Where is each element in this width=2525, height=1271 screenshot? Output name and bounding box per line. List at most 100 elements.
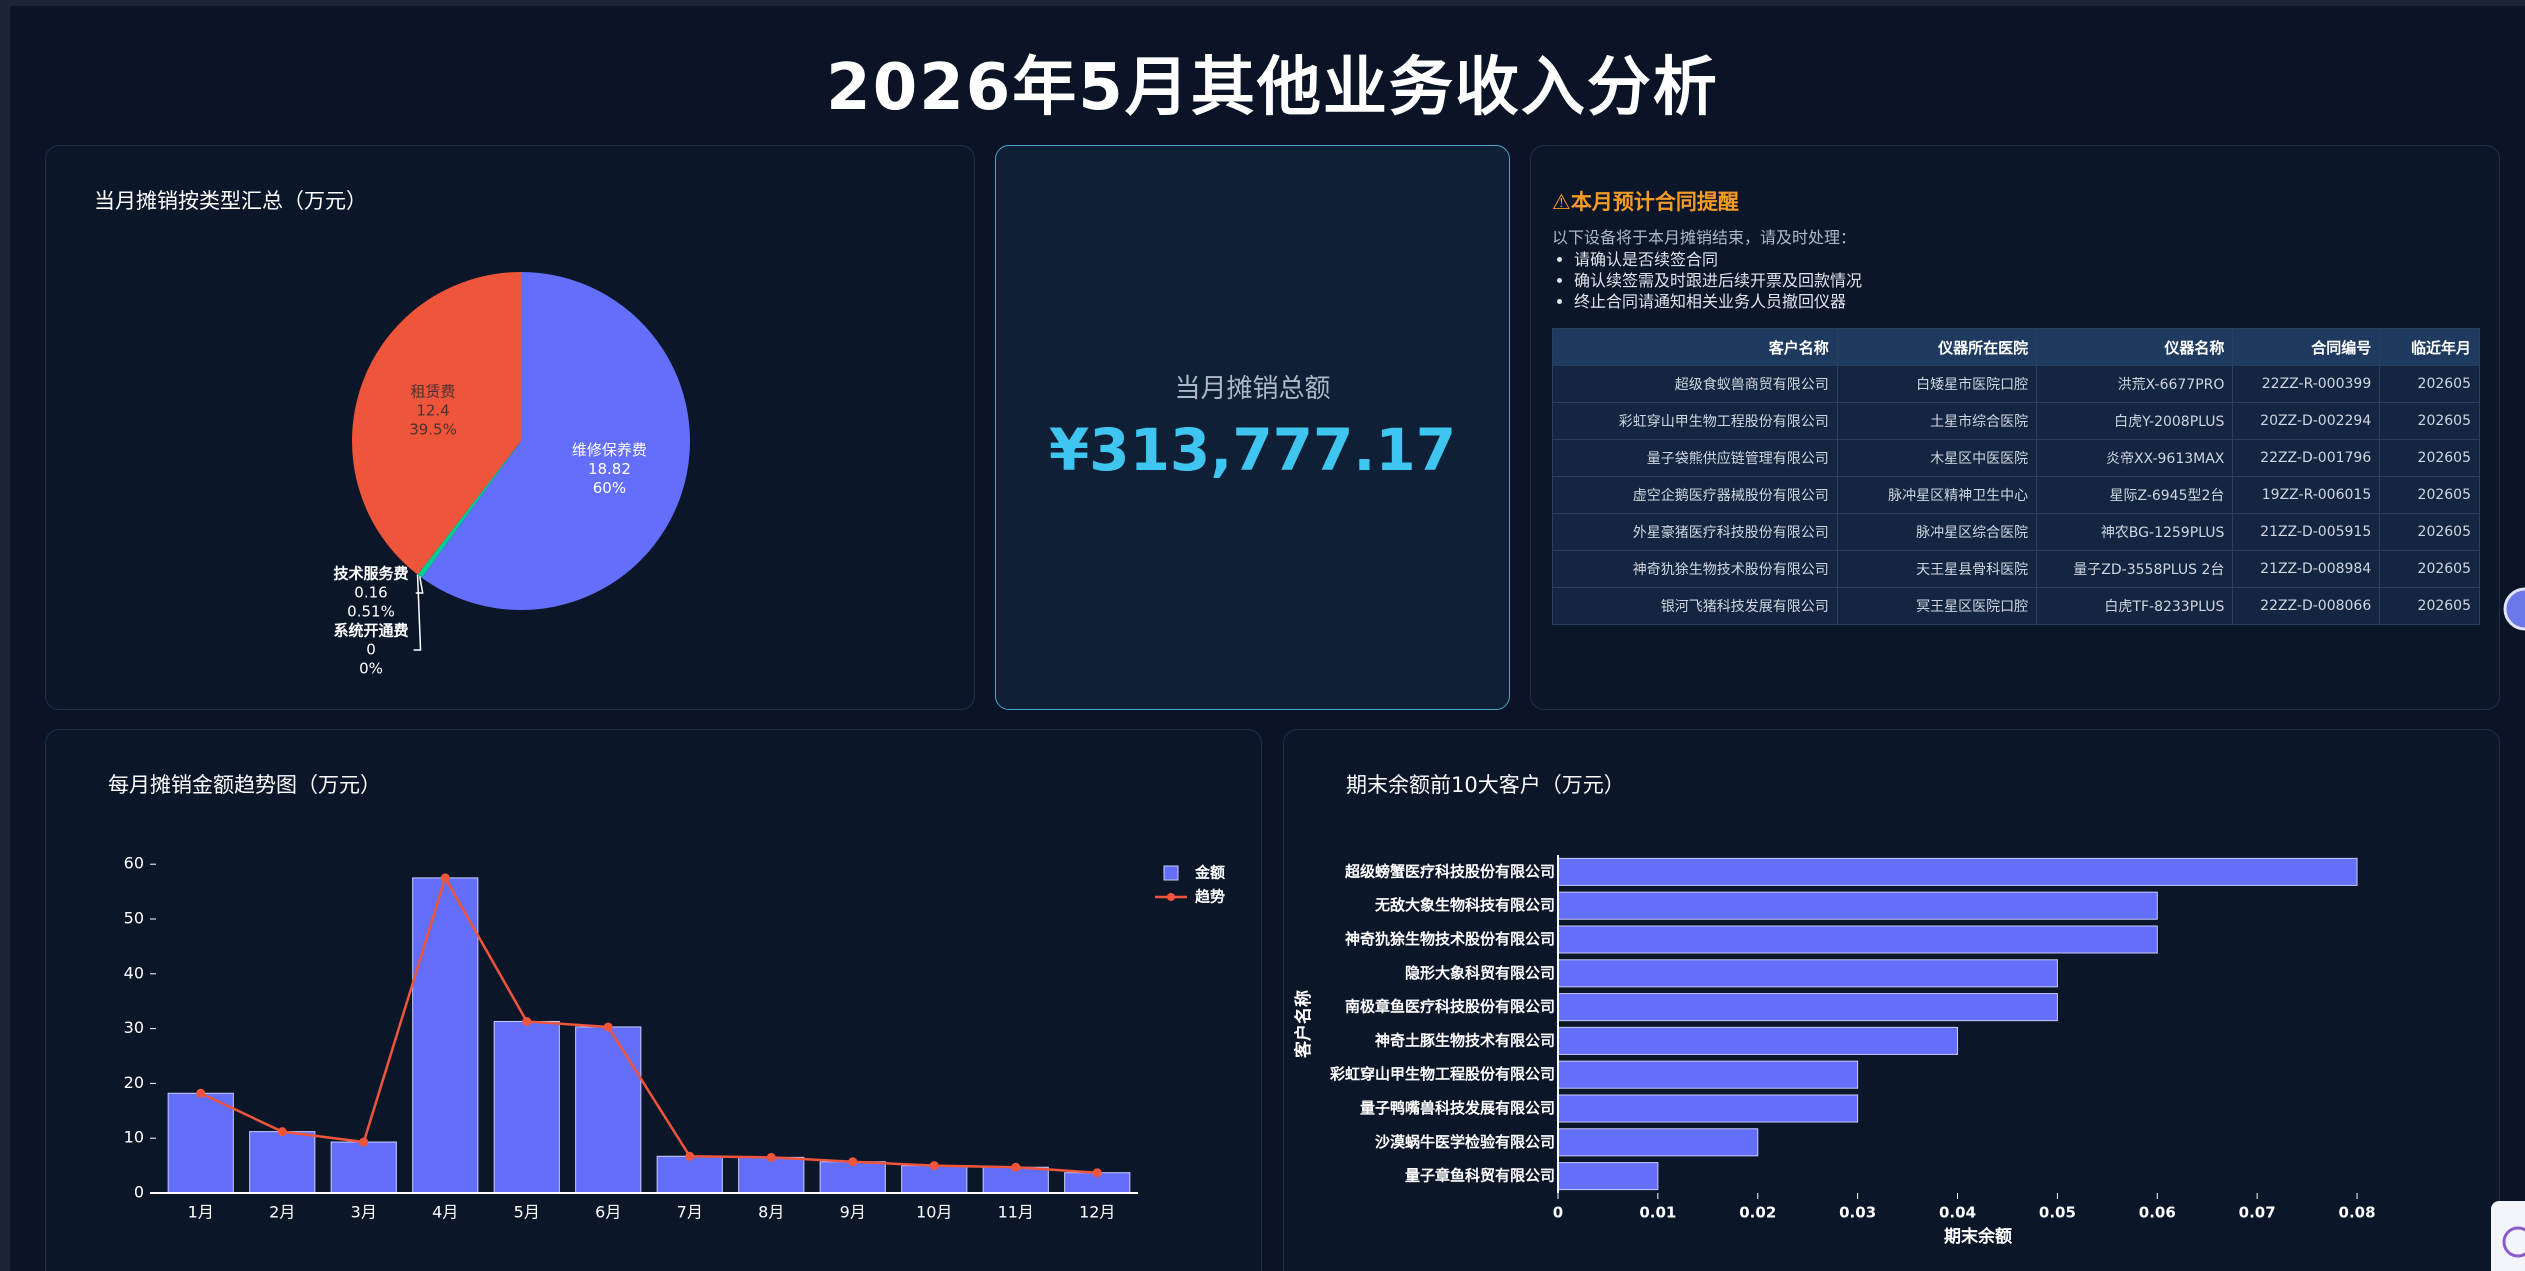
table-cell: 202605 [2379,365,2480,403]
table-cell: 202605 [2379,513,2480,551]
contract-table: 客户名称 仪器所在医院 仪器名称 合同编号 临近年月 超级食蚁兽商贸有限公司 白矮星市医院口… [1552,328,2480,625]
legend-swatch [1167,893,1175,901]
table-cell: 炎帝XX-9613MAX [2036,439,2234,477]
x-tick-label: 6月 [595,1203,621,1222]
y-axis-label: 客户名称 [1293,990,1314,1059]
bar [1557,1026,1959,1055]
x-tick-label: 1月 [188,1203,214,1222]
kpi-label: 当月摊销总额 [1174,374,1331,404]
table-cell: 银河飞猪科技发展有限公司 [1552,587,1838,625]
side-button-icon[interactable] [2503,587,2525,631]
slice-value: 12.4 [416,401,449,419]
bar [249,1131,316,1194]
page-title: 2026年5月其他业务收入分析 [826,51,1719,125]
x-tick-label: 0.03 [1839,1204,1876,1222]
leader-line [415,576,424,594]
trend-marker [359,1137,369,1147]
notice-item: 终止合同请通知相关业务人员撤回仪器 [1574,291,1862,312]
notice-list: 请确认是否续签合同确认续签需及时跟进后续开票及回款情况终止合同请通知相关业务人员… [1552,249,1862,312]
y-tick-label: 神奇犰狳生物技术股份有限公司 [1345,930,1555,948]
slice-label: 租赁费 [411,382,456,400]
table-cell: 天王星县骨科医院 [1836,550,2038,588]
kpi-panel: 当月摊销总额 ¥313,777.17 [995,145,1510,710]
hbar-panel: 期末余额前10大客户（万元） 0 0.01 0.02 0.03 0.04 0.05 0.06… [1283,729,2500,1271]
y-tick-label: 50 [124,909,144,928]
bar [575,1026,642,1194]
bar [1557,993,2058,1022]
table-cell: 白矮星市医院口腔 [1836,365,2038,403]
table-cell: 土星市综合医院 [1836,402,2038,440]
table-cell: 脉冲星区综合医院 [1836,513,2038,551]
column-header: 临近年月 [2379,328,2480,366]
trend-marker [1092,1168,1102,1178]
pie-slice [417,441,521,578]
column-header: 客户名称 [1552,328,1838,366]
table-row: 外星豪猪医疗科技股份有限公司 脉冲星区综合医院 神农BG-1259PLUS 21ZZ-… [1552,513,2480,551]
collapse-button-bg[interactable] [2491,1201,2525,1271]
y-tick-label: 20 [124,1073,144,1092]
y-tick-label: 30 [124,1018,144,1037]
column-header: 合同编号 [2232,328,2381,366]
trend-marker [277,1127,287,1137]
trend-marker [1011,1162,1021,1172]
bar [493,1020,560,1194]
table-row: 量子袋熊供应链管理有限公司 木星区中医医院 炎帝XX-9613MAX 22ZZ-D-0… [1552,439,2480,477]
table-row: 超级食蚁兽商贸有限公司 白矮星市医院口腔 洪荒X-6677PRO 22ZZ-R-000… [1552,365,2480,403]
y-tick-label: 彩虹穿山甲生物工程股份有限公司 [1329,1065,1555,1083]
trend-line [200,874,1098,1174]
y-tick-label: 0 [134,1183,144,1202]
x-tick-label: 0.04 [1939,1204,1976,1222]
table-row: 神奇犰狳生物技术股份有限公司 天王星县骨科医院 量子ZD-3558PLUS 2台 21… [1552,550,2480,588]
x-tick-label: 12月 [1079,1203,1115,1222]
collapse-button[interactable] [2488,1198,2525,1271]
x-tick-label: 2月 [269,1203,295,1222]
slice-value: 0.16 [354,584,387,602]
notice-title: ⚠本月预计合同提醒 [1552,190,1739,214]
table-cell: 量子袋熊供应链管理有限公司 [1552,439,1838,477]
table-cell: 白虎TF-8233PLUS [2036,587,2234,625]
x-tick-label: 9月 [840,1203,866,1222]
leader-line [413,574,422,651]
column-header: 仪器名称 [2036,328,2234,366]
x-tick-label: 0.01 [1639,1204,1676,1222]
table-cell: 洪荒X-6677PRO [2036,365,2234,403]
slice-value: 18.82 [588,460,631,478]
table-cell: 星际Z-6945型2台 [2036,476,2234,514]
table-cell: 20ZZ-D-002294 [2232,402,2381,440]
notice-panel: ⚠本月预计合同提醒 以下设备将于本月摊销结束，请及时处理： 请确认是否续签合同确… [1530,145,2500,710]
x-tick-label: 3月 [351,1203,377,1222]
table-cell: 22ZZ-D-008066 [2232,587,2381,625]
table-cell: 木星区中医医院 [1836,439,2038,477]
legend-label: 金额 [1194,864,1225,882]
pie-panel: 当月摊销按类型汇总（万元） 维修保养费 18.82 60% 技术服务费 0.16 0.51… [45,145,975,710]
x-tick-label: 0.07 [2239,1204,2276,1222]
table-cell: 202605 [2379,587,2480,625]
trend-marker [522,1016,532,1026]
table-cell: 量子ZD-3558PLUS 2台 [2036,550,2234,588]
table-cell: 21ZZ-D-008984 [2232,550,2381,588]
kpi-value: ¥313,777.17 [1048,416,1457,484]
table-cell: 22ZZ-D-001796 [2232,439,2381,477]
bar [738,1156,805,1194]
chart-title: 当月摊销按类型汇总（万元） [94,189,367,213]
slice-percent: 39.5% [409,420,457,438]
bar [412,877,479,1194]
side-button[interactable] [2500,584,2525,634]
table-cell: 202605 [2379,439,2480,477]
table-cell: 202605 [2379,550,2480,588]
legend-label: 趋势 [1195,888,1225,906]
x-tick-label: 5月 [514,1203,540,1222]
table-cell: 外星豪猪医疗科技股份有限公司 [1552,513,1838,551]
x-tick-label: 10月 [916,1203,952,1222]
x-tick-label: 0.05 [2039,1204,2076,1222]
table-cell: 19ZZ-R-006015 [2232,476,2381,514]
trend-marker [929,1161,939,1171]
bar [330,1141,397,1194]
notice-item: 确认续签需及时跟进后续开票及回款情况 [1574,270,1862,291]
collapse-icon[interactable] [2502,1226,2525,1258]
y-tick-label: 量子鸭嘴兽科技发展有限公司 [1360,1099,1555,1117]
trend-chart: 每月摊销金额趋势图（万元） 0 10 20 30 40 50 60 1月 2月 3月 4月 5月 6月 7… [108,773,1225,1222]
x-tick-label: 7月 [677,1203,703,1222]
table-cell: 202605 [2379,402,2480,440]
